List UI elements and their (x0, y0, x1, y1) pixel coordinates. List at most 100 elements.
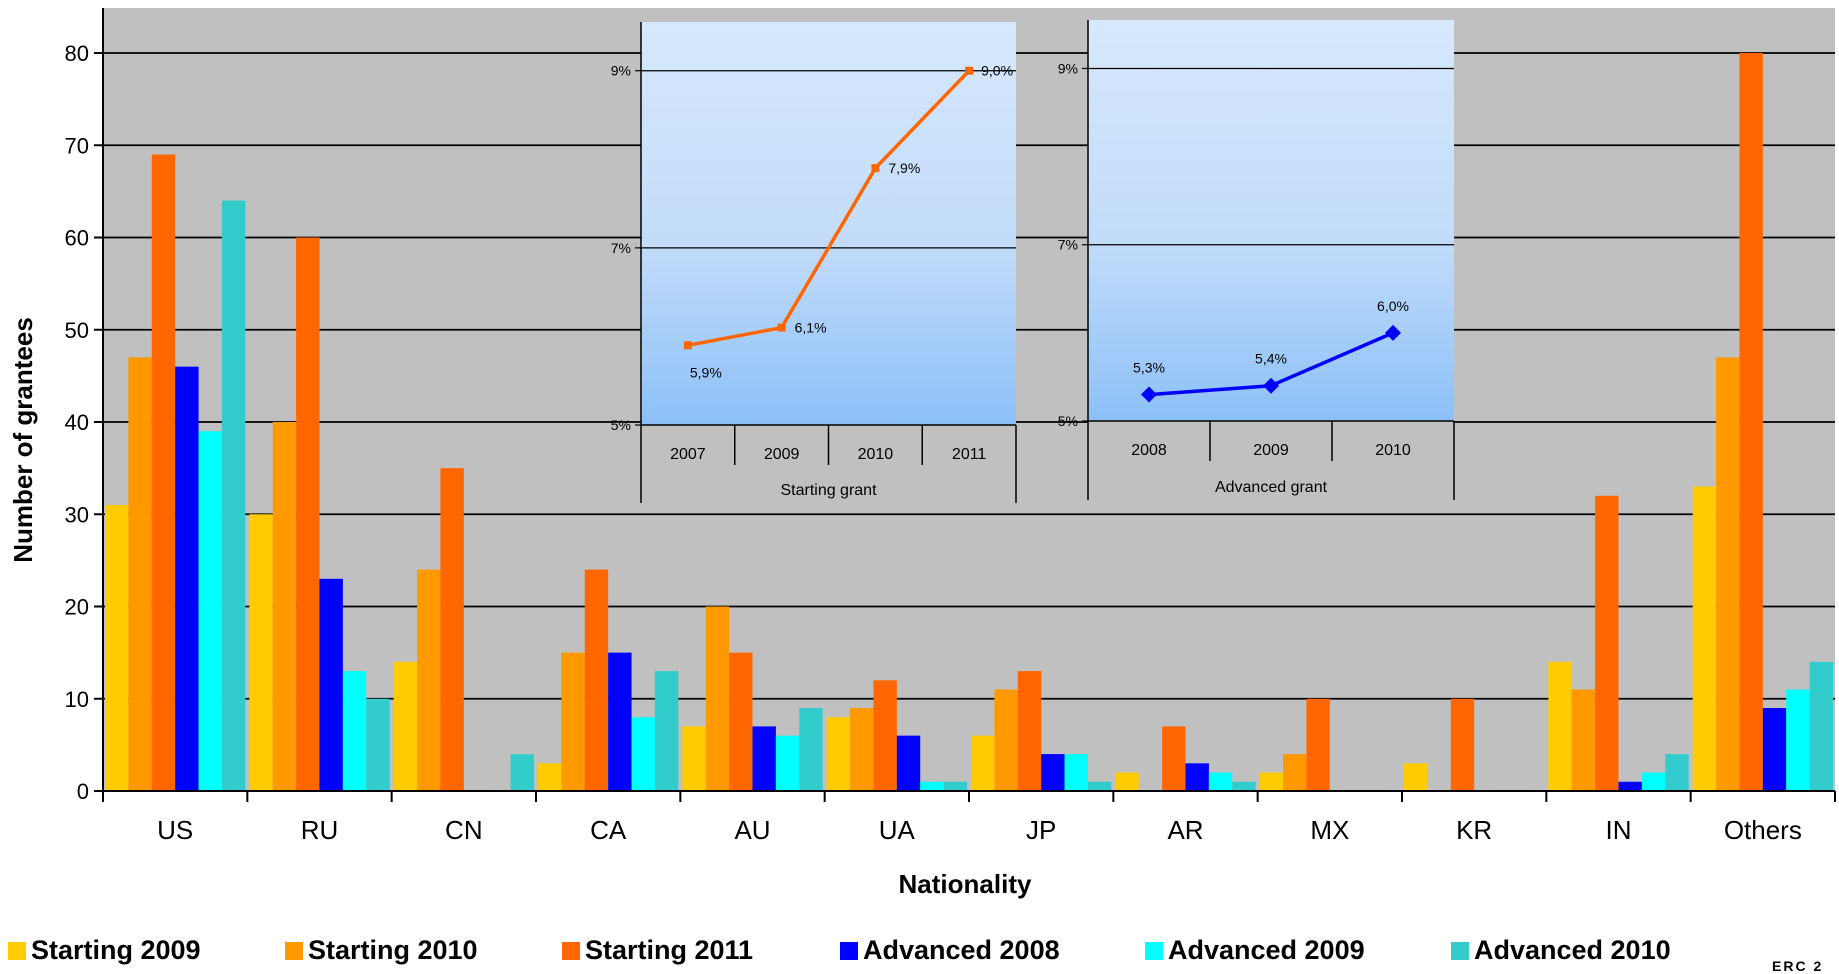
inset-y-tick-label: 7% (1058, 237, 1078, 253)
inset-marker (871, 164, 880, 173)
legend-swatch (285, 941, 303, 960)
inset-data-label: 9,0% (981, 63, 1013, 79)
x-tick-label: UA (879, 815, 916, 845)
legend-swatch (562, 941, 580, 960)
x-tick-label: RU (301, 815, 339, 845)
inset-marker (965, 66, 974, 75)
bar (1162, 726, 1186, 791)
legend-label: Starting 2010 (308, 935, 478, 965)
legend-label: Advanced 2009 (1168, 935, 1365, 965)
legend: Starting 2009 Starting 2010 Starting 2011 A… (8, 935, 1839, 973)
legend-swatch (1145, 941, 1163, 960)
inset-x-tick-label: 2010 (1375, 442, 1411, 459)
legend-item: Starting 2010 (285, 935, 478, 966)
bar (631, 717, 655, 791)
bar (151, 154, 176, 792)
bar (342, 671, 367, 791)
legend-item: Advanced 2009 (1145, 935, 1365, 966)
bar (1306, 698, 1330, 791)
bar (608, 652, 632, 792)
bar (272, 422, 297, 791)
bar (1739, 53, 1763, 791)
y-tick-label: 80 (65, 41, 89, 66)
bar (1404, 763, 1428, 791)
x-tick-label: Others (1724, 815, 1802, 845)
bar (296, 237, 320, 791)
inset-plot-area (1088, 20, 1454, 421)
footer-text: ERC 2 (1772, 958, 1824, 974)
x-tick-label: KR (1456, 815, 1492, 845)
bar (850, 707, 874, 791)
inset-data-label: 5,4% (1255, 351, 1287, 367)
inset-x-tick-label: 2009 (1253, 442, 1289, 459)
bar (198, 431, 222, 791)
bar (1809, 661, 1833, 791)
bar (994, 689, 1018, 791)
y-axis-title: Number of grantees (8, 317, 38, 563)
bar (1786, 689, 1810, 791)
bar (584, 569, 609, 791)
inset-y-tick-label: 5% (611, 417, 631, 433)
inset-marker (1263, 377, 1279, 394)
x-tick-label: CA (590, 815, 627, 845)
inset-marker (683, 341, 692, 350)
y-tick-label: 60 (65, 226, 89, 251)
inset-axis-title: Starting grant (780, 482, 877, 499)
legend-label: Advanced 2010 (1474, 935, 1671, 965)
x-tick-label: AU (734, 815, 770, 845)
x-tick-label: US (157, 815, 193, 845)
legend-label: Starting 2009 (31, 935, 201, 965)
inset-advanced-grant: 5% 7% 9% 2008 2009 2010 Advanced grant 5,3% 5,4%… (1058, 20, 1455, 500)
inset-x-tick-label: 2009 (764, 446, 800, 463)
bar (799, 707, 823, 791)
bar (561, 652, 585, 792)
legend-item: Advanced 2010 (1451, 935, 1671, 966)
legend-item: Starting 2009 (8, 935, 201, 966)
bar (175, 366, 199, 791)
inset-x-tick-label: 2008 (1131, 442, 1167, 459)
legend-item: Starting 2011 (562, 935, 753, 966)
bar (1641, 772, 1666, 791)
inset-x-tick-label: 2011 (952, 446, 987, 463)
bar (105, 505, 129, 791)
bar (1571, 689, 1596, 791)
bar (1041, 754, 1065, 791)
inset-x-tick-label: 2007 (670, 446, 706, 463)
bar (752, 726, 776, 791)
bar (1232, 781, 1256, 791)
bar (971, 735, 995, 791)
y-tick-label: 40 (65, 410, 89, 435)
bar (1762, 707, 1787, 791)
x-axis-title: Nationality (899, 869, 1032, 899)
y-tick-label: 0 (77, 779, 89, 804)
y-tick-label: 70 (65, 133, 89, 158)
legend-label: Advanced 2008 (863, 935, 1060, 965)
bar (682, 726, 706, 791)
inset-axis-title: Advanced grant (1215, 479, 1328, 496)
inset-marker (777, 323, 786, 332)
bar (440, 468, 464, 792)
bar (221, 200, 246, 792)
bar (826, 717, 851, 791)
bar (393, 661, 418, 791)
y-tick-label: 20 (65, 595, 89, 620)
inset-data-label: 6,1% (795, 320, 827, 336)
legend-item: Advanced 2008 (840, 935, 1060, 966)
bar (1450, 698, 1475, 791)
bar (1283, 754, 1307, 791)
bar (896, 735, 921, 791)
inset-marker (1141, 386, 1157, 403)
bar (366, 698, 390, 791)
y-tick-label: 10 (65, 687, 89, 712)
legend-swatch (8, 941, 26, 960)
inset-data-label: 5,3% (1133, 360, 1165, 376)
bar (729, 652, 753, 792)
bar (1259, 772, 1284, 791)
bar (417, 569, 441, 791)
inset-data-label: 7,9% (888, 160, 920, 176)
bar (920, 781, 944, 791)
inset-y-tick-label: 5% (1058, 413, 1078, 429)
inset-data-label: 5,9% (690, 364, 722, 380)
legend-swatch (1451, 941, 1469, 960)
inset-marker (1385, 324, 1401, 341)
